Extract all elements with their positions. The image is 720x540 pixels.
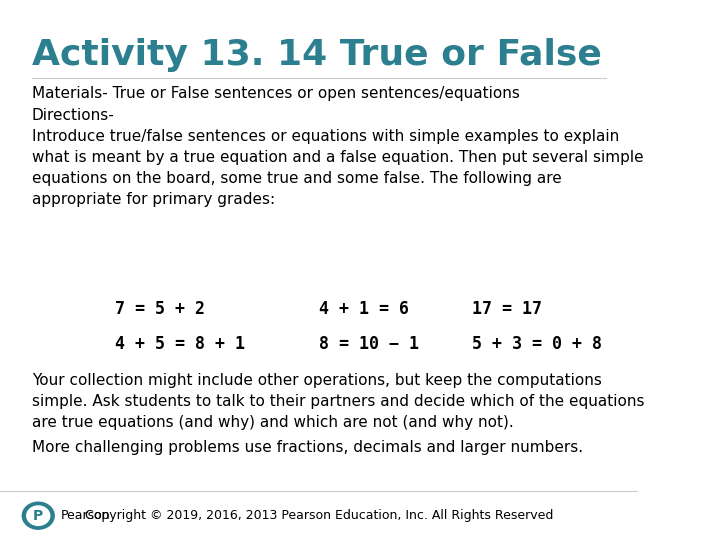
Circle shape (22, 502, 54, 529)
Text: 4 + 5 = 8 + 1: 4 + 5 = 8 + 1 (114, 335, 245, 353)
Circle shape (27, 506, 50, 525)
Text: Activity 13. 14 True or False: Activity 13. 14 True or False (32, 38, 602, 72)
Text: 4 + 1 = 6: 4 + 1 = 6 (319, 300, 409, 318)
Text: P: P (33, 509, 43, 523)
Text: 7 = 5 + 2: 7 = 5 + 2 (114, 300, 204, 318)
Text: More challenging problems use fractions, decimals and larger numbers.: More challenging problems use fractions,… (32, 440, 583, 455)
Text: Introduce true/false sentences or equations with simple examples to explain
what: Introduce true/false sentences or equati… (32, 129, 644, 206)
Text: 8 = 10 − 1: 8 = 10 − 1 (319, 335, 419, 353)
Text: 17 = 17: 17 = 17 (472, 300, 542, 318)
Text: Copyright © 2019, 2016, 2013 Pearson Education, Inc. All Rights Reserved: Copyright © 2019, 2016, 2013 Pearson Edu… (85, 509, 553, 522)
Text: Directions-: Directions- (32, 108, 114, 123)
Text: Materials- True or False sentences or open sentences/equations: Materials- True or False sentences or op… (32, 86, 520, 102)
Text: 5 + 3 = 0 + 8: 5 + 3 = 0 + 8 (472, 335, 602, 353)
Text: Pearson: Pearson (60, 509, 110, 522)
Text: Your collection might include other operations, but keep the computations
simple: Your collection might include other oper… (32, 373, 644, 430)
